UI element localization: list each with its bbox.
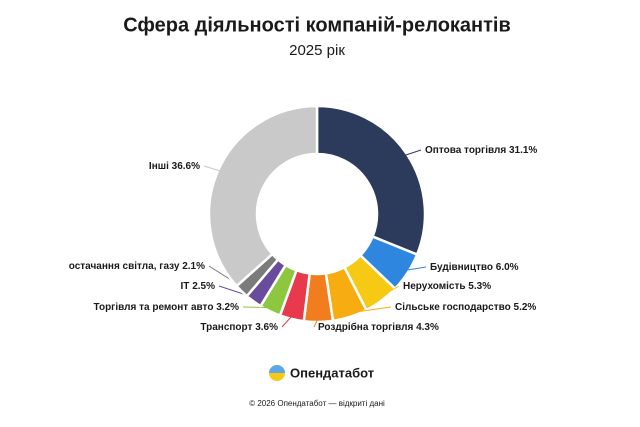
- label-category: Роздрібна торгівля: [318, 321, 413, 333]
- data-label: Транспорт 3.6%: [200, 322, 278, 333]
- data-label: Нерухомість 5.3%: [403, 281, 491, 292]
- data-label: Торгівля та ремонт авто 3.2%: [93, 302, 239, 313]
- leader-line: [203, 165, 223, 173]
- data-label: Роздрібна торгівля 4.3%: [318, 321, 439, 333]
- chart-subtitle: 2025 рік: [289, 42, 345, 59]
- leader-line: [281, 314, 294, 328]
- data-label: Інші 36.6%: [149, 161, 200, 172]
- label-value: 36.6%: [172, 161, 200, 172]
- label-value: 3.2%: [216, 302, 239, 313]
- label-value: 4.3%: [416, 322, 439, 333]
- label-value: 3.6%: [255, 322, 278, 333]
- data-label: IT 2.5%: [181, 281, 216, 292]
- label-category: Нерухомість: [403, 281, 466, 292]
- label-value: 6.0%: [496, 262, 519, 273]
- chart-title: Сфера діяльності компаній-релокантів: [123, 14, 511, 36]
- label-value: 2.5%: [192, 281, 215, 292]
- label-category: остачання світла, газу: [69, 261, 180, 272]
- label-category: Будівництво: [430, 262, 493, 273]
- label-category: Сільське господарство: [395, 302, 511, 313]
- leader-line: [242, 306, 272, 309]
- label-value: 5.3%: [468, 281, 491, 292]
- label-category: Торгівля та ремонт авто: [93, 302, 213, 313]
- donut-slice: [207, 104, 319, 288]
- leader-line: [378, 285, 400, 298]
- label-category: IT: [181, 281, 190, 292]
- donut-slice: [315, 104, 427, 257]
- label-value: 31.1%: [509, 145, 537, 156]
- leader-line: [348, 306, 392, 314]
- leader-line: [218, 285, 256, 299]
- brand-logo: [269, 365, 285, 381]
- leader-line: [313, 317, 319, 328]
- label-category: Інші: [149, 161, 169, 172]
- leader-line: [404, 266, 427, 271]
- label-value: 2.1%: [182, 261, 205, 272]
- footer: © 2026 Опендатабот — відкриті дані: [249, 399, 385, 408]
- data-label: Будівництво 6.0%: [430, 262, 519, 273]
- label-value: 5.2%: [514, 302, 537, 313]
- label-category: Транспорт: [200, 322, 252, 333]
- leader-line: [403, 149, 422, 157]
- data-label: остачання світла, газу 2.1%: [69, 261, 205, 272]
- data-label: Оптова торгівля 31.1%: [425, 145, 537, 156]
- brand-name: Опендатабот: [290, 365, 374, 380]
- label-category: Оптова торгівля: [425, 145, 506, 156]
- data-label: Сільське господарство 5.2%: [395, 302, 536, 313]
